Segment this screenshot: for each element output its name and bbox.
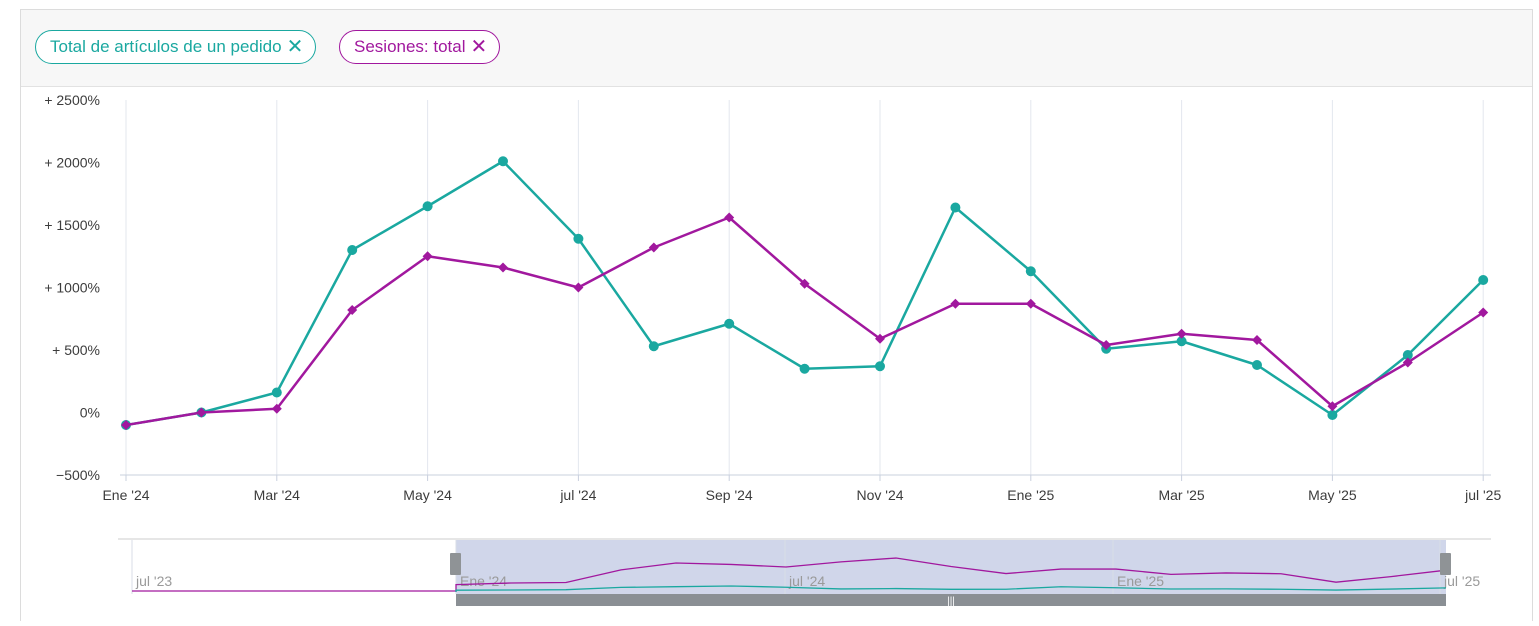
data-point[interactable] bbox=[573, 233, 584, 244]
x-tick-label: Mar '25 bbox=[1158, 487, 1204, 503]
x-tick-label: Nov '24 bbox=[856, 487, 903, 503]
x-tick-label: Ene '24 bbox=[102, 487, 149, 503]
y-tick-label: + 1000% bbox=[44, 280, 100, 296]
data-point[interactable] bbox=[724, 318, 735, 329]
y-tick-label: + 2500% bbox=[44, 92, 100, 108]
data-point[interactable] bbox=[1252, 360, 1262, 370]
data-point[interactable] bbox=[347, 305, 358, 315]
data-point[interactable] bbox=[1402, 350, 1413, 360]
series-line bbox=[125, 216, 1484, 427]
y-tick-label: 0% bbox=[80, 405, 100, 421]
data-point[interactable] bbox=[498, 156, 508, 167]
navigator-series-line bbox=[132, 557, 1447, 592]
data-point[interactable] bbox=[724, 212, 735, 223]
data-point[interactable] bbox=[950, 202, 961, 213]
data-point[interactable] bbox=[1402, 357, 1413, 368]
navigator-label: Ene '24 bbox=[460, 573, 507, 589]
navigator-label: jul '25 bbox=[1443, 573, 1480, 589]
y-tick-label: + 1500% bbox=[44, 217, 100, 233]
grip-icon[interactable]: ||| bbox=[947, 596, 955, 607]
data-point[interactable] bbox=[648, 341, 659, 352]
data-point[interactable] bbox=[196, 407, 207, 418]
data-point[interactable] bbox=[1478, 307, 1489, 318]
data-point[interactable] bbox=[875, 333, 885, 344]
x-tick-label: May '25 bbox=[1308, 487, 1357, 503]
x-tick-label: jul '25 bbox=[1464, 487, 1501, 503]
chart-panel: Total de artículos de un pedido ✕ Sesion… bbox=[20, 9, 1533, 621]
navigator-label: jul '24 bbox=[788, 573, 825, 589]
x-tick-label: Sep '24 bbox=[706, 487, 753, 503]
data-point[interactable] bbox=[1252, 335, 1262, 345]
data-point[interactable] bbox=[1101, 340, 1112, 350]
data-point[interactable] bbox=[271, 403, 282, 414]
data-point[interactable] bbox=[799, 363, 810, 374]
data-point[interactable] bbox=[121, 420, 131, 430]
filter-chip-label: Total de artículos de un pedido bbox=[50, 37, 282, 56]
data-point[interactable] bbox=[1025, 266, 1036, 277]
data-point[interactable] bbox=[271, 387, 282, 398]
navigator-label: Ene '25 bbox=[1117, 573, 1164, 589]
x-tick-label: May '24 bbox=[403, 487, 452, 503]
navigator-series-line bbox=[455, 585, 1447, 592]
navigator-label: jul '23 bbox=[135, 573, 172, 589]
y-tick-label: −500% bbox=[56, 467, 100, 483]
filter-bar: Total de artículos de un pedido ✕ Sesion… bbox=[21, 10, 1532, 87]
x-tick-label: Mar '24 bbox=[254, 487, 300, 503]
close-icon[interactable]: ✕ bbox=[470, 36, 488, 58]
filter-chip-articulos[interactable]: Total de artículos de un pedido ✕ bbox=[35, 30, 317, 64]
data-point[interactable] bbox=[573, 282, 584, 293]
x-tick-label: Ene '25 bbox=[1007, 487, 1054, 503]
navigator-handle-right[interactable] bbox=[1440, 553, 1451, 575]
series-line bbox=[125, 160, 1485, 427]
data-point[interactable] bbox=[1176, 336, 1187, 347]
data-point[interactable] bbox=[422, 201, 433, 212]
filter-chip-sesiones[interactable]: Sesiones: total ✕ bbox=[339, 30, 501, 64]
data-point[interactable] bbox=[1327, 410, 1338, 420]
navigator-scrollbar[interactable] bbox=[456, 594, 1446, 606]
data-point[interactable] bbox=[648, 242, 659, 253]
data-point[interactable] bbox=[347, 245, 358, 255]
y-tick-label: + 500% bbox=[52, 342, 100, 358]
close-icon[interactable]: ✕ bbox=[286, 36, 304, 58]
data-point[interactable] bbox=[1327, 401, 1338, 412]
filter-chip-label: Sesiones: total bbox=[354, 37, 466, 56]
y-tick-label: + 2000% bbox=[44, 155, 100, 171]
data-point[interactable] bbox=[950, 298, 961, 309]
data-point[interactable] bbox=[1176, 328, 1187, 339]
data-point[interactable] bbox=[1478, 275, 1489, 285]
data-point[interactable] bbox=[1025, 298, 1036, 309]
data-point[interactable] bbox=[799, 278, 810, 289]
navigator-handle-left[interactable] bbox=[450, 553, 461, 575]
data-point[interactable] bbox=[875, 361, 885, 372]
data-point[interactable] bbox=[422, 251, 433, 262]
x-tick-label: jul '24 bbox=[559, 487, 596, 503]
data-point[interactable] bbox=[498, 262, 508, 273]
